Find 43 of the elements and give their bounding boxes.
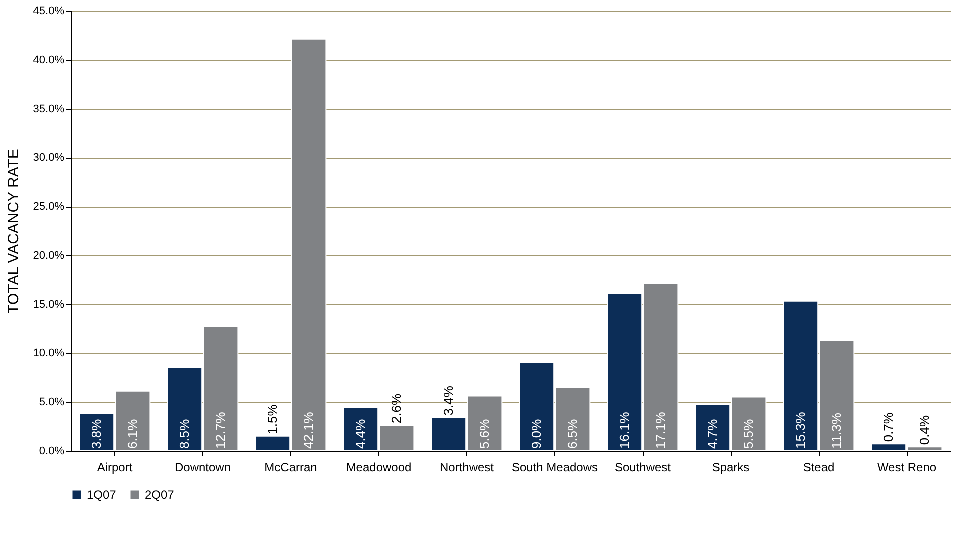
y-tick-label: 25.0% bbox=[33, 201, 65, 214]
data-label: 15.3% bbox=[792, 412, 808, 449]
x-tick-label: West Reno bbox=[877, 460, 937, 474]
data-label: 11.3% bbox=[829, 412, 844, 449]
y-tick-label: 20.0% bbox=[33, 250, 65, 262]
data-label: 3.8% bbox=[88, 418, 104, 449]
data-label: 8.5% bbox=[176, 418, 192, 449]
data-label: 4.7% bbox=[704, 418, 720, 449]
y-axis-title: TOTAL VACANCY RATE bbox=[5, 149, 22, 314]
x-tick-label: South Meadows bbox=[512, 460, 598, 474]
x-tick-label: Stead bbox=[803, 460, 835, 474]
data-label: 2.6% bbox=[389, 394, 404, 424]
data-label: 5.5% bbox=[741, 418, 756, 449]
data-label: 12.7% bbox=[213, 412, 228, 449]
data-label: 6.1% bbox=[125, 418, 140, 449]
y-tick-label: 15.0% bbox=[33, 298, 65, 311]
data-label: 42.1% bbox=[301, 412, 316, 449]
data-label: 17.1% bbox=[653, 412, 668, 449]
data-label: 4.4% bbox=[352, 418, 368, 449]
y-tick-label: 45.0% bbox=[33, 6, 65, 18]
data-label: 9.0% bbox=[528, 418, 544, 449]
y-tick-label: 40.0% bbox=[33, 54, 65, 66]
x-tick-label: McCarran bbox=[264, 460, 318, 474]
x-tick-label: Meadowood bbox=[346, 460, 412, 474]
data-label: 0.4% bbox=[917, 415, 932, 446]
x-tick-label: Southwest bbox=[614, 460, 672, 474]
data-label: 16.1% bbox=[616, 412, 632, 449]
x-tick-label: Northwest bbox=[440, 460, 495, 474]
y-tick-label: 30.0% bbox=[33, 152, 65, 164]
data-label: 3.4% bbox=[440, 386, 456, 416]
y-tick-label: 35.0% bbox=[33, 103, 65, 116]
x-tick-label: Sparks bbox=[712, 460, 750, 474]
data-label: 1.5% bbox=[264, 404, 280, 434]
x-tick-label: Downtown bbox=[174, 460, 232, 474]
data-label: 6.5% bbox=[565, 418, 580, 449]
x-tick-label: Airport bbox=[97, 460, 134, 474]
y-tick-label: 5.0% bbox=[39, 396, 65, 409]
legend-label: 2Q07 bbox=[145, 488, 175, 502]
legend-label: 1Q07 bbox=[87, 488, 117, 502]
y-tick-label: 0.0% bbox=[39, 446, 65, 458]
y-tick-label: 10.0% bbox=[33, 348, 65, 360]
data-label: 5.6% bbox=[477, 418, 492, 449]
data-label: 0.7% bbox=[880, 412, 896, 442]
